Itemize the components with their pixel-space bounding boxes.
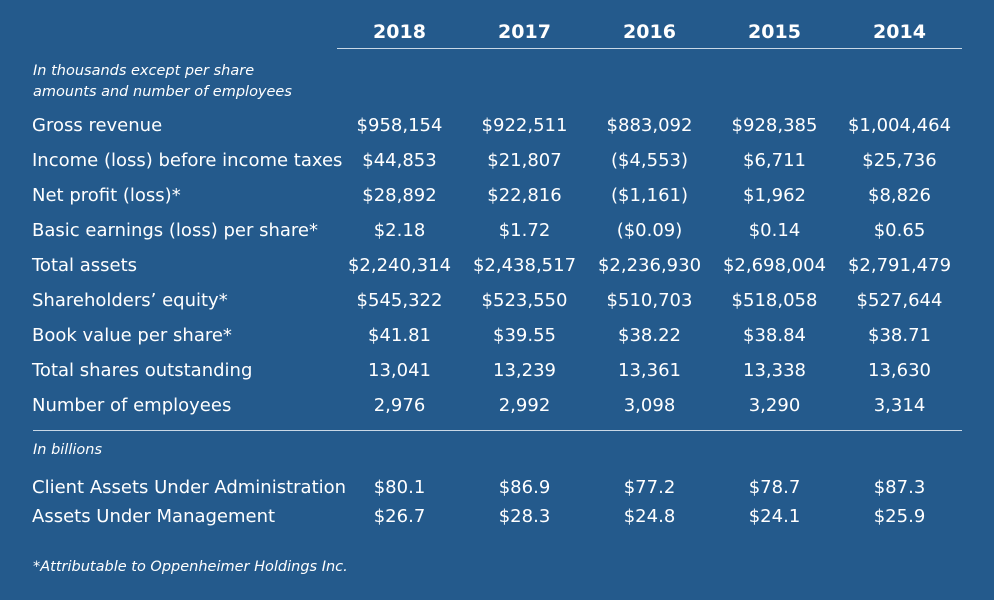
row-value: 3,314 bbox=[873, 394, 926, 416]
row-label: Net profit (loss)* bbox=[32, 184, 181, 206]
row-value: $1.72 bbox=[498, 219, 551, 241]
table-row: Net profit (loss)* $28,892 $22,816 ($1,161)… bbox=[0, 178, 994, 212]
row-value: $78.7 bbox=[748, 476, 801, 498]
year-header-row: 2018 2017 2016 2015 2014 bbox=[337, 18, 962, 49]
row-value: 2,992 bbox=[498, 394, 551, 416]
row-value: $38.84 bbox=[743, 324, 806, 346]
row-value: $928,385 bbox=[731, 114, 818, 136]
year-header: 2015 bbox=[748, 21, 801, 43]
year-header: 2017 bbox=[498, 21, 551, 43]
year-header: 2018 bbox=[373, 21, 426, 43]
footnote: *Attributable to Oppenheimer Holdings In… bbox=[33, 559, 348, 575]
row-value: ($0.09) bbox=[616, 219, 683, 241]
row-value: $80.1 bbox=[373, 476, 426, 498]
row-value: $6,711 bbox=[743, 149, 806, 171]
row-value: $24.8 bbox=[623, 505, 676, 527]
row-value: $8,826 bbox=[868, 184, 931, 206]
year-header: 2014 bbox=[873, 21, 926, 43]
row-value: 2,976 bbox=[373, 394, 426, 416]
row-value: 3,290 bbox=[748, 394, 801, 416]
row-value: $38.71 bbox=[868, 324, 931, 346]
row-value: $41.81 bbox=[368, 324, 431, 346]
row-value: 3,098 bbox=[623, 394, 676, 416]
row-value: $25.9 bbox=[873, 505, 926, 527]
table-row: Shareholders’ equity* $545,322 $523,550 $51… bbox=[0, 283, 994, 317]
row-value: $0.14 bbox=[748, 219, 801, 241]
row-value: $883,092 bbox=[606, 114, 693, 136]
row-value: $38.22 bbox=[618, 324, 681, 346]
row-value: 13,041 bbox=[368, 359, 431, 381]
row-value: $44,853 bbox=[362, 149, 437, 171]
row-value: $25,736 bbox=[862, 149, 937, 171]
row-value: $21,807 bbox=[487, 149, 562, 171]
row-label: Gross revenue bbox=[32, 114, 163, 136]
row-value: $2,698,004 bbox=[722, 254, 827, 276]
row-label: Shareholders’ equity* bbox=[32, 289, 228, 311]
row-value: 13,630 bbox=[868, 359, 931, 381]
row-value: $1,004,464 bbox=[847, 114, 952, 136]
row-value: $2,438,517 bbox=[472, 254, 577, 276]
row-value: $28,892 bbox=[362, 184, 437, 206]
row-value: $523,550 bbox=[481, 289, 568, 311]
row-value: $26.7 bbox=[373, 505, 426, 527]
row-value: ($1,161) bbox=[610, 184, 689, 206]
row-value: $510,703 bbox=[606, 289, 693, 311]
row-value: 13,239 bbox=[493, 359, 556, 381]
row-value: $86.9 bbox=[498, 476, 551, 498]
row-value: $77.2 bbox=[623, 476, 676, 498]
units-note-line-2: amounts and number of employees bbox=[33, 84, 292, 100]
row-value: $2,240,314 bbox=[347, 254, 452, 276]
row-value: $2,236,930 bbox=[597, 254, 702, 276]
units-note-billions: In billions bbox=[33, 442, 103, 458]
table-row: Gross revenue $958,154 $922,511 $883,092 $92… bbox=[0, 108, 994, 142]
table-row: Income (loss) before income taxes $44,853… bbox=[0, 143, 994, 177]
row-value: $527,644 bbox=[856, 289, 943, 311]
row-value: $87.3 bbox=[873, 476, 926, 498]
row-value: $2,791,479 bbox=[847, 254, 952, 276]
row-value: $0.65 bbox=[873, 219, 926, 241]
table-row: Assets Under Management $26.7 $28.3 $24.8 $2… bbox=[0, 499, 994, 533]
table-row: Total assets $2,240,314 $2,438,517 $2,236,9… bbox=[0, 248, 994, 282]
row-value: $922,511 bbox=[481, 114, 568, 136]
row-value: $39.55 bbox=[493, 324, 556, 346]
section-divider bbox=[33, 430, 962, 431]
row-value: $24.1 bbox=[748, 505, 801, 527]
row-label: Basic earnings (loss) per share* bbox=[32, 219, 318, 241]
row-label: Total assets bbox=[32, 254, 138, 276]
table-row: Number of employees 2,976 2,992 3,098 3,290 3… bbox=[0, 388, 994, 422]
row-label: Client Assets Under Administration bbox=[32, 476, 347, 498]
row-label: Assets Under Management bbox=[32, 505, 276, 527]
row-value: ($4,553) bbox=[610, 149, 689, 171]
year-header: 2016 bbox=[623, 21, 676, 43]
row-value: $958,154 bbox=[356, 114, 443, 136]
row-value: $28.3 bbox=[498, 505, 551, 527]
units-note-line-1: In thousands except per share bbox=[33, 63, 255, 79]
row-value: $1,962 bbox=[743, 184, 806, 206]
row-label: Book value per share* bbox=[32, 324, 232, 346]
row-value: $545,322 bbox=[356, 289, 443, 311]
row-value: 13,338 bbox=[743, 359, 806, 381]
row-label: Income (loss) before income taxes bbox=[32, 149, 343, 171]
row-label: Number of employees bbox=[32, 394, 232, 416]
table-row: Total shares outstanding 13,041 13,239 13,3… bbox=[0, 353, 994, 387]
table-row: Book value per share* $41.81 $39.55 $38.22 $… bbox=[0, 318, 994, 352]
row-value: $22,816 bbox=[487, 184, 562, 206]
row-label: Total shares outstanding bbox=[32, 359, 253, 381]
row-value: 13,361 bbox=[618, 359, 681, 381]
row-value: $518,058 bbox=[731, 289, 818, 311]
table-row: Client Assets Under Administration $80.1 $… bbox=[0, 470, 994, 504]
row-value: $2.18 bbox=[373, 219, 426, 241]
table-row: Basic earnings (loss) per share* $2.18 $1.… bbox=[0, 213, 994, 247]
